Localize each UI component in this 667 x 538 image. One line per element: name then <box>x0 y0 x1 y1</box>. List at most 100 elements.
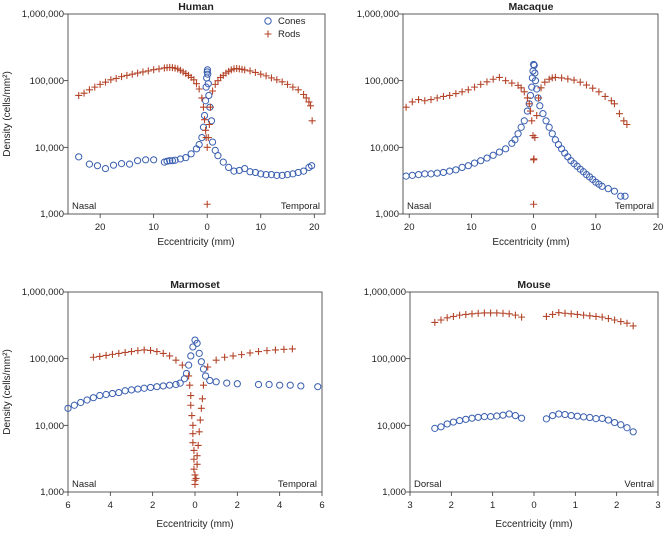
rod-point <box>294 86 302 94</box>
rod-point <box>499 309 507 317</box>
rod-point <box>570 76 578 84</box>
rod-point <box>80 89 88 97</box>
rod-point <box>85 86 93 94</box>
rod-point <box>446 91 454 99</box>
rod-point <box>140 346 148 354</box>
cone-point <box>487 413 495 421</box>
cone-point <box>125 160 134 168</box>
rod-point <box>198 395 206 403</box>
plot-frame <box>402 13 659 215</box>
y-tick-label: 10,000 <box>370 143 399 154</box>
rod-point <box>302 94 310 102</box>
panel-mouse: Mouse 1,000,000 100,000 10,000 1,000 3 2… <box>364 279 661 530</box>
cone-point <box>542 415 551 423</box>
y-tick-labels: 1,000,000 100,000 10,000 1,000 <box>357 9 399 220</box>
region-label-right: Temporal <box>615 201 654 212</box>
cone-point <box>159 382 167 390</box>
cone-point <box>115 388 123 397</box>
y-tick-label: 10,000 <box>377 421 406 432</box>
region-label-left: Nasal <box>72 479 96 490</box>
cone-point <box>555 410 563 418</box>
cone-point <box>462 415 470 423</box>
legend-rods-marker <box>264 30 272 38</box>
rod-point <box>188 412 196 420</box>
cone-point <box>121 387 129 395</box>
rod-point <box>462 310 470 318</box>
cone-point <box>150 156 158 164</box>
rod-point <box>150 66 158 74</box>
region-label-right: Temporal <box>278 479 317 490</box>
rod-point <box>211 80 219 88</box>
rod-point <box>530 155 538 163</box>
y-tick-labels: 1,000,000 100,000 10,000 1,000 <box>22 9 64 220</box>
rod-point <box>172 356 180 364</box>
cone-point <box>483 154 491 162</box>
cone-point <box>437 423 445 431</box>
rod-point <box>531 134 539 142</box>
cone-point <box>558 145 566 153</box>
rod-point <box>134 69 142 77</box>
rod-point <box>533 112 541 120</box>
cone-point <box>533 85 541 93</box>
rod-point <box>238 351 246 359</box>
x-tick-label: 2 <box>235 500 240 511</box>
rod-point <box>433 94 441 102</box>
rod-point <box>437 316 445 324</box>
rod-point <box>530 200 538 208</box>
region-label-left: Dorsal <box>414 479 441 490</box>
rod-point <box>617 318 625 326</box>
rod-point <box>629 322 637 330</box>
rod-point <box>555 309 563 317</box>
rod-point <box>402 103 410 111</box>
region-label-right: Temporal <box>281 201 320 212</box>
cone-point <box>101 164 110 173</box>
rod-point <box>456 311 464 319</box>
cone-point <box>598 182 606 190</box>
x-tick-label: 0 <box>192 500 197 511</box>
region-label-left: Nasal <box>72 201 96 212</box>
rod-point <box>147 346 155 354</box>
rod-point <box>308 117 316 125</box>
rod-point <box>96 80 104 88</box>
cone-point <box>166 157 174 165</box>
cone-point <box>233 380 241 388</box>
rod-point <box>196 416 204 424</box>
rod-point <box>567 310 575 318</box>
rod-point <box>551 73 559 81</box>
rod-point <box>203 200 211 208</box>
rod-point <box>107 76 115 84</box>
x-tick-label: 1 <box>573 500 578 511</box>
rod-point <box>203 143 211 151</box>
cone-point <box>468 414 476 422</box>
rod-point <box>549 310 557 318</box>
rod-point <box>267 74 275 82</box>
rod-point <box>155 65 163 73</box>
rod-point <box>305 98 313 106</box>
rod-point <box>595 88 603 96</box>
cone-point <box>208 138 217 146</box>
cone-point <box>262 171 270 179</box>
cone-point <box>189 343 197 351</box>
y-tick-label: 100,000 <box>30 76 64 87</box>
rod-point <box>115 349 123 357</box>
rod-point <box>607 97 615 105</box>
x-tick-label: 4 <box>277 500 282 511</box>
x-tick-label: 10 <box>148 222 159 233</box>
rod-point <box>271 346 279 354</box>
rod-point <box>527 107 534 115</box>
x-tick-label: 3 <box>655 500 660 511</box>
x-tick-label: 0 <box>531 500 536 511</box>
y-tick-label: 1,000 <box>40 209 64 220</box>
cone-point <box>545 123 553 131</box>
cone-point <box>142 156 150 164</box>
cone-point <box>528 83 536 91</box>
rod-point <box>576 78 584 86</box>
rod-point <box>192 474 200 482</box>
x-tick-label: 20 <box>95 222 106 233</box>
cone-point <box>153 383 161 391</box>
cone-point <box>621 192 629 200</box>
rod-point <box>139 68 147 76</box>
rod-point <box>206 103 214 111</box>
cone-point <box>586 413 594 422</box>
panel-macaque: Macaque 1,000,000 100,000 10,000 1,000 2… <box>357 1 664 248</box>
